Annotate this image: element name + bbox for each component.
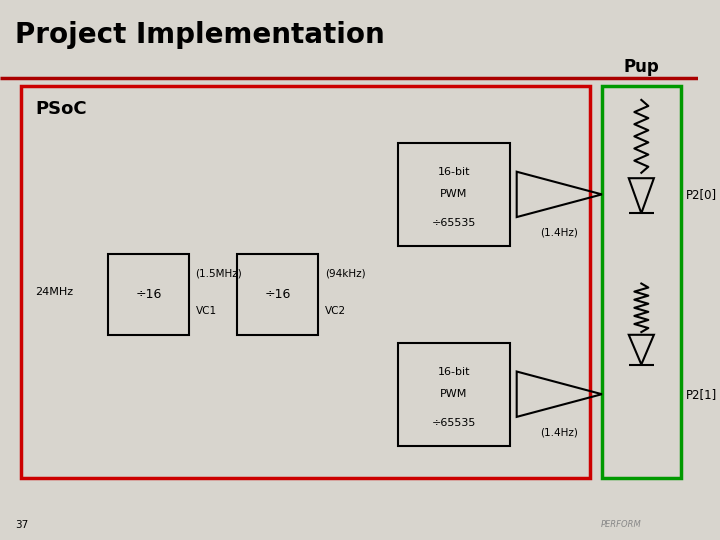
Text: PWM: PWM: [440, 190, 467, 199]
Text: P2[1]: P2[1]: [686, 388, 718, 401]
Text: 37: 37: [15, 520, 29, 530]
Text: VC1: VC1: [196, 306, 217, 315]
Text: VC2: VC2: [325, 306, 346, 315]
Bar: [21, 86, 590, 478]
Text: (1.4Hz): (1.4Hz): [540, 428, 578, 438]
Text: P2[0]: P2[0]: [686, 188, 718, 201]
Text: 24MHz: 24MHz: [35, 287, 73, 296]
Text: (1.5MHz): (1.5MHz): [196, 269, 242, 279]
Text: PWM: PWM: [440, 389, 467, 399]
Text: 16-bit: 16-bit: [438, 167, 470, 177]
Text: PERFORM: PERFORM: [600, 521, 642, 529]
Text: (1.4Hz): (1.4Hz): [540, 228, 578, 238]
Bar: [108, 254, 189, 335]
Bar: [398, 143, 510, 246]
Text: (94kHz): (94kHz): [325, 269, 365, 279]
Text: Project Implementation: Project Implementation: [15, 21, 385, 49]
Bar: [602, 86, 681, 478]
Text: PSoC: PSoC: [35, 100, 86, 118]
Bar: [398, 343, 510, 445]
Text: 16-bit: 16-bit: [438, 367, 470, 376]
Text: Pup: Pup: [623, 58, 659, 77]
Text: ÷65535: ÷65535: [432, 418, 476, 428]
Bar: [238, 254, 318, 335]
Text: ÷16: ÷16: [135, 288, 161, 301]
Text: ÷65535: ÷65535: [432, 218, 476, 228]
Text: ÷16: ÷16: [264, 288, 291, 301]
